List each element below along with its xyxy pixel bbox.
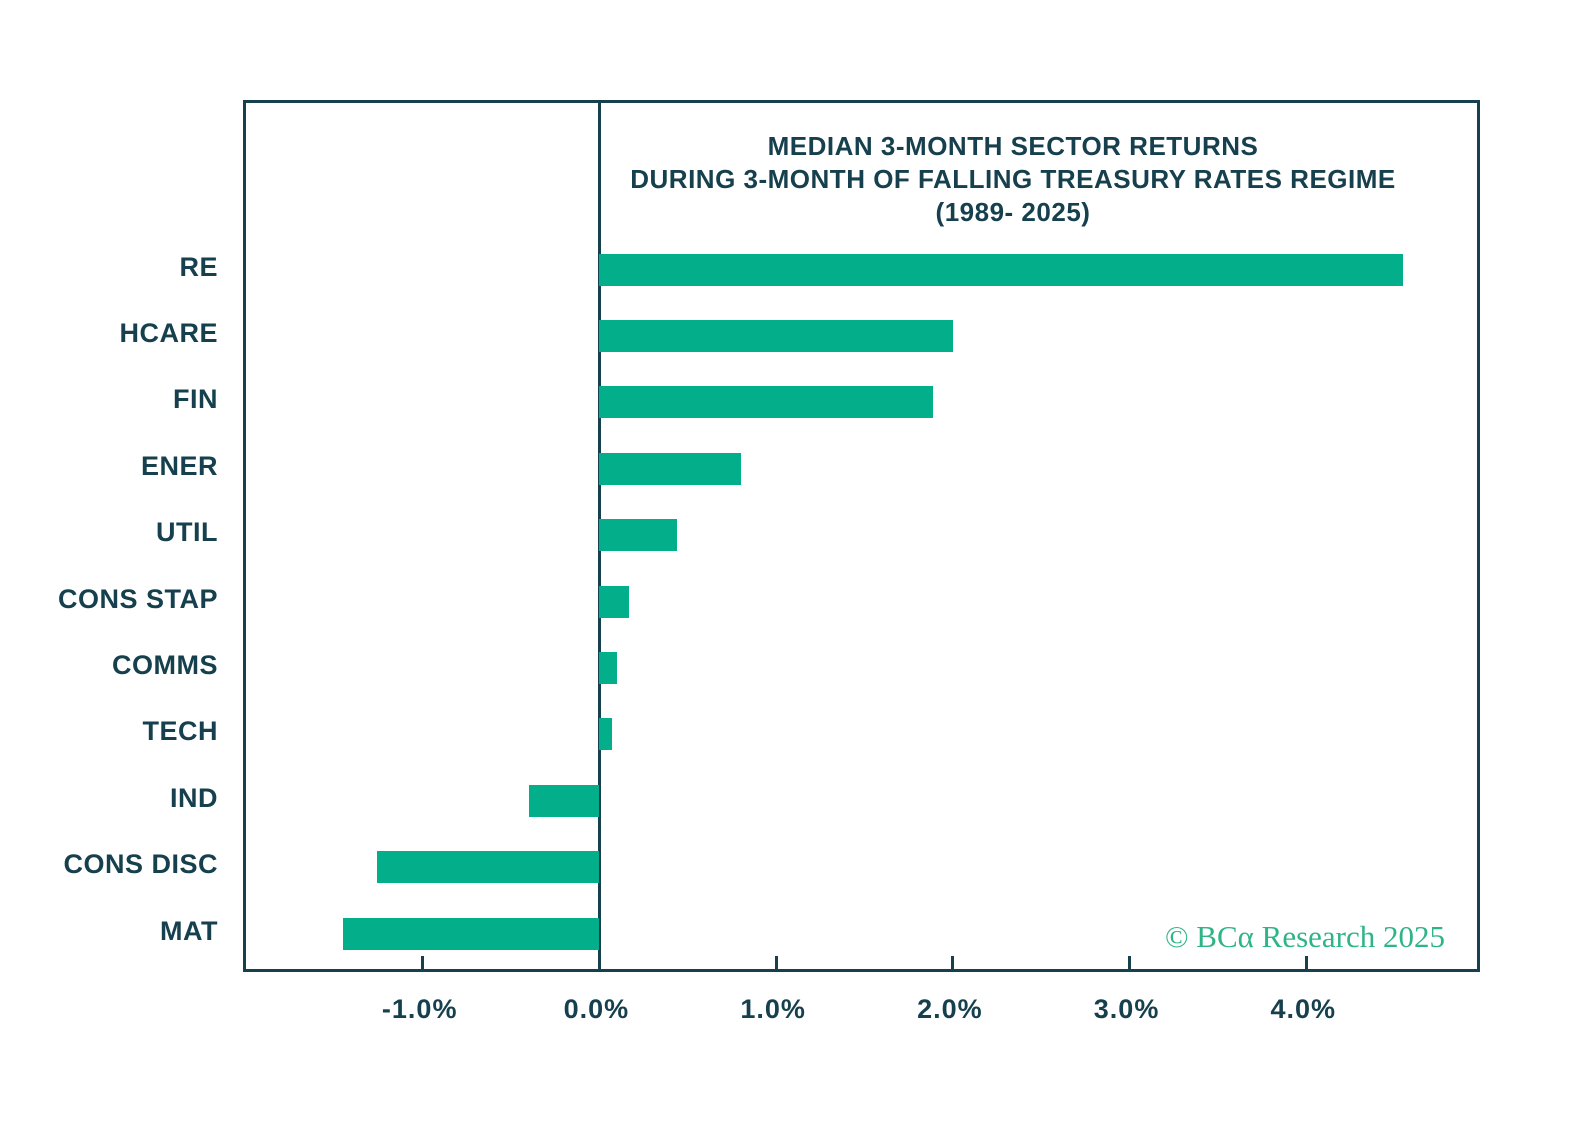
x-axis-tick-label: 2.0% (917, 994, 983, 1024)
category-label-tech: TECH (142, 716, 218, 747)
category-label-cons-disc: CONS DISC (63, 849, 218, 880)
plot-area: MEDIAN 3-MONTH SECTOR RETURNS DURING 3-M… (243, 100, 1480, 972)
x-axis-tick (951, 956, 955, 969)
chart-title: MEDIAN 3-MONTH SECTOR RETURNS DURING 3-M… (630, 130, 1395, 229)
bar-mat (343, 917, 600, 950)
category-label-mat: MAT (160, 915, 218, 946)
x-axis-tick-label: 3.0% (1093, 994, 1160, 1024)
bar-util (599, 519, 678, 552)
bar-tech (599, 718, 612, 751)
bar-re (599, 253, 1404, 286)
chart-title-line-3: (1989- 2025) (935, 197, 1091, 227)
category-label-hcare: HCARE (119, 317, 218, 348)
x-axis-tick-label: 4.0% (1270, 994, 1337, 1024)
bar-comms (599, 651, 618, 684)
x-axis-tick-label: 1.0% (740, 994, 806, 1024)
category-label-util: UTIL (156, 517, 218, 548)
category-label-re: RE (179, 251, 218, 282)
category-label-ind: IND (170, 782, 218, 813)
x-axis-tick (1304, 956, 1308, 969)
chart-title-line-2: DURING 3-MONTH OF FALLING TREASURY RATES… (630, 164, 1396, 194)
category-label-cons-stap: CONS STAP (57, 583, 218, 614)
category-label-fin: FIN (173, 384, 218, 415)
bar-ind (528, 784, 600, 817)
x-axis-tick (421, 956, 425, 969)
chart-title-line-1: MEDIAN 3-MONTH SECTOR RETURNS (767, 131, 1259, 161)
category-label-comms: COMMS (112, 649, 218, 680)
bar-ener (599, 452, 741, 485)
x-axis-tick-label: 0.0% (563, 994, 630, 1024)
category-label-ener: ENER (140, 450, 218, 481)
x-axis-tick (597, 956, 601, 969)
bar-fin (599, 386, 934, 419)
x-axis-tick (1128, 956, 1132, 969)
bar-hcare (599, 319, 953, 352)
bca-research-credit: © BCα Research 2025 (1165, 919, 1445, 954)
x-axis-tick (774, 956, 778, 969)
bar-cons-disc (376, 851, 600, 884)
x-axis-tick-label: -1.0% (381, 994, 458, 1024)
bar-cons-stap (599, 585, 630, 618)
